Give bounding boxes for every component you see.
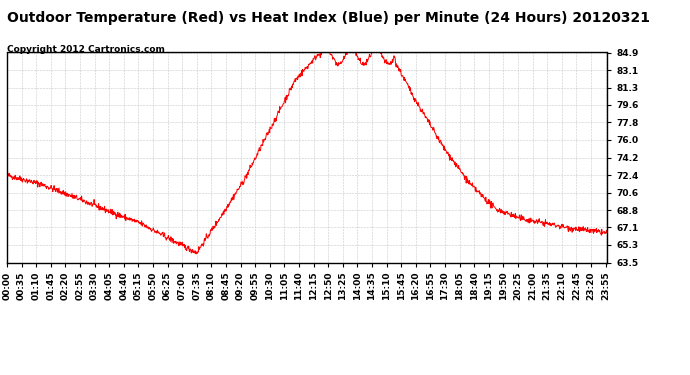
Text: Outdoor Temperature (Red) vs Heat Index (Blue) per Minute (24 Hours) 20120321: Outdoor Temperature (Red) vs Heat Index … [7, 11, 650, 25]
Text: Copyright 2012 Cartronics.com: Copyright 2012 Cartronics.com [7, 45, 165, 54]
